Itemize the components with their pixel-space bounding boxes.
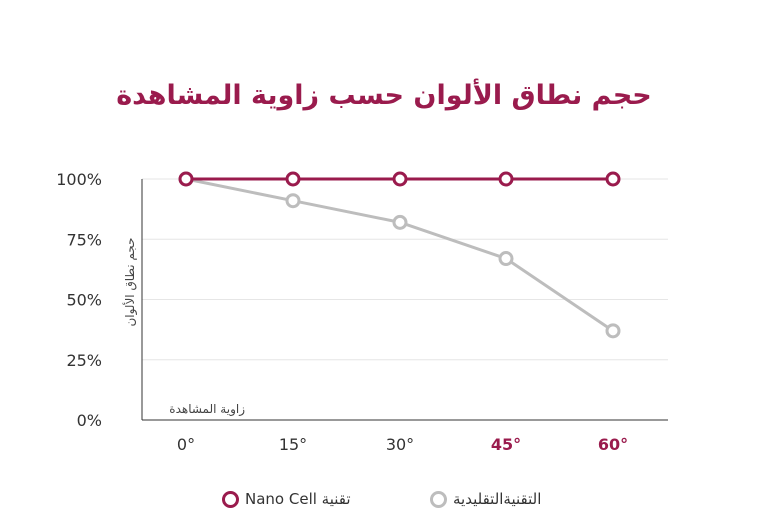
y-tick-label: 0%: [77, 411, 102, 430]
data-point-conventional: [285, 193, 301, 209]
legend-label-conventional: التقنيةالتقليدية: [453, 490, 542, 508]
data-point-conventional: [392, 214, 408, 230]
data-point-nano-cell: [285, 171, 301, 187]
data-point-conventional: [498, 251, 514, 267]
data-point-nano-cell: [178, 171, 194, 187]
x-axis-title: زاوية المشاهدة: [169, 402, 245, 417]
x-tick-label: 45°: [491, 435, 521, 454]
chart-title: حجم نطاق الألوان حسب زاوية المشاهدة: [116, 80, 652, 111]
y-axis-title: حجم نطاق الألوان: [122, 237, 138, 326]
data-point-conventional: [605, 323, 621, 339]
x-tick-label: 30°: [386, 435, 414, 454]
data-point-nano-cell: [605, 171, 621, 187]
x-tick-label: 0°: [177, 435, 195, 454]
legend-item-nano-cell: تقنية Nano Cell: [222, 490, 351, 508]
y-tick-label: 100%: [56, 170, 102, 189]
series-line-conventional: [185, 177, 614, 333]
y-tick-label: 25%: [66, 351, 102, 370]
data-point-nano-cell: [498, 171, 514, 187]
data-point-nano-cell: [392, 171, 408, 187]
y-tick-label: 75%: [66, 230, 102, 249]
legend-item-conventional: التقنيةالتقليدية: [430, 490, 541, 508]
legend-label-nano-cell: تقنية Nano Cell: [245, 490, 351, 508]
legend-swatch-conventional: [430, 490, 447, 508]
x-tick-label: 15°: [279, 435, 307, 454]
x-tick-label: 60°: [598, 435, 628, 454]
y-tick-label: 50%: [66, 291, 102, 310]
legend-swatch-nano-cell: [222, 490, 239, 508]
